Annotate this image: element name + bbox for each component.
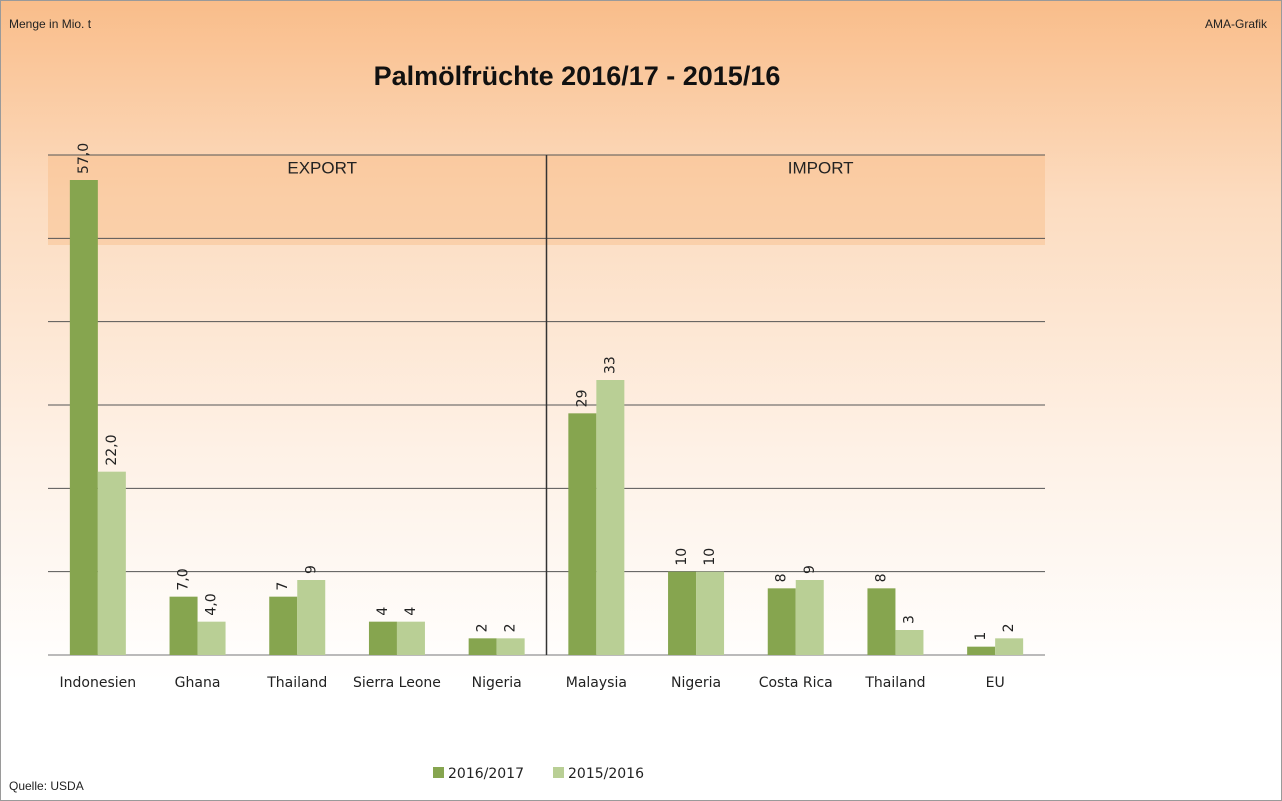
bar xyxy=(767,588,796,655)
value-label: 1 xyxy=(973,632,989,641)
bar xyxy=(69,180,98,655)
value-label: 2 xyxy=(475,623,491,632)
x-tick-label: Thailand xyxy=(865,675,926,691)
bar xyxy=(668,571,697,655)
bar xyxy=(297,580,326,655)
legend-label: 2015/2016 xyxy=(568,766,644,782)
value-label: 8 xyxy=(873,573,889,582)
x-tick-label: Costa Rica xyxy=(758,675,833,691)
value-label: 4 xyxy=(403,607,419,616)
x-tick-label: Sierra Leone xyxy=(352,675,441,691)
section-label: IMPORT xyxy=(788,158,854,177)
value-label: 9 xyxy=(303,565,319,574)
value-label: 8 xyxy=(774,573,790,582)
x-tick-label: Thailand xyxy=(267,675,328,691)
bar xyxy=(995,638,1024,655)
credit: AMA-Grafik xyxy=(1204,17,1267,31)
bar xyxy=(468,638,497,655)
x-tick-label: Nigeria xyxy=(671,675,722,691)
x-tick-label: Ghana xyxy=(174,675,221,691)
bar xyxy=(496,638,525,655)
bar xyxy=(97,471,126,655)
bar xyxy=(696,571,725,655)
bar xyxy=(396,621,425,655)
value-label: 3 xyxy=(901,615,917,624)
value-label: 4 xyxy=(375,607,391,616)
bar xyxy=(568,413,597,655)
bar xyxy=(867,588,896,655)
value-label: 33 xyxy=(602,356,618,374)
bar xyxy=(895,630,924,655)
value-label: 10 xyxy=(674,548,690,566)
value-label: 2 xyxy=(1001,623,1017,632)
section-label: EXPORT xyxy=(287,158,357,177)
value-label: 2 xyxy=(503,623,519,632)
value-label: 29 xyxy=(574,390,590,408)
x-tick-label: Indonesien xyxy=(59,675,137,691)
value-label: 4,0 xyxy=(204,593,220,615)
value-label: 7,0 xyxy=(176,568,192,590)
value-label: 9 xyxy=(802,565,818,574)
bar xyxy=(197,621,226,655)
bar xyxy=(169,596,198,655)
x-tick-label: EU xyxy=(985,675,1005,691)
source: Quelle: USDA xyxy=(9,779,84,793)
legend-label: 2016/2017 xyxy=(448,766,524,782)
value-label: 10 xyxy=(702,548,718,566)
chart-title: Palmölfrüchte 2016/17 - 2015/16 xyxy=(374,61,781,91)
bar xyxy=(596,380,625,655)
legend-swatch xyxy=(433,767,444,778)
unit-label: Menge in Mio. t xyxy=(9,17,92,31)
value-label: 7 xyxy=(275,582,291,591)
legend-swatch xyxy=(553,767,564,778)
x-tick-label: Malaysia xyxy=(565,675,627,691)
bar xyxy=(967,646,996,655)
value-label: 57,0 xyxy=(76,143,92,174)
bar xyxy=(795,580,824,655)
x-tick-label: Nigeria xyxy=(471,675,522,691)
bar xyxy=(368,621,397,655)
value-label: 22,0 xyxy=(104,434,120,465)
bar xyxy=(269,596,298,655)
